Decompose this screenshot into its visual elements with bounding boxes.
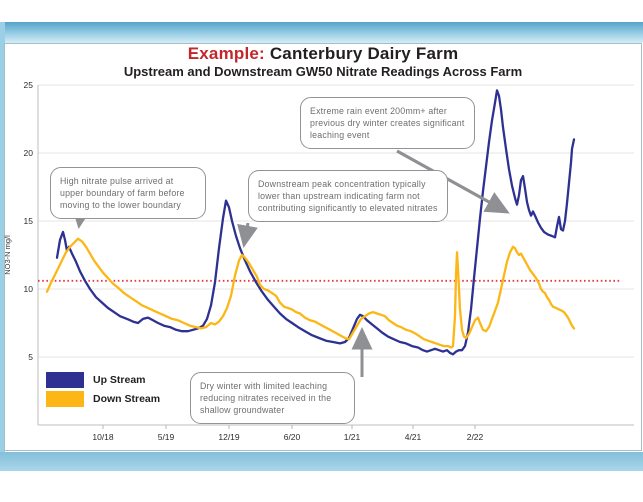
- annotation-box-downstream-peak: Downstream peak concentration typically …: [248, 170, 448, 223]
- x-tick-label-1/21: 1/21: [344, 432, 361, 442]
- chart-title: Example: Canterbury Dairy Farm: [4, 44, 642, 64]
- x-tick-label-4/21: 4/21: [405, 432, 422, 442]
- x-tick-label-6/20: 6/20: [284, 432, 301, 442]
- series-line-up-stream: [55, 89, 576, 356]
- legend-item-upstream: Up Stream: [46, 372, 160, 388]
- annotation-box-high-nitrate: High nitrate pulse arrived at upper boun…: [50, 167, 206, 220]
- y-axis-title: NO3-N mg/l: [3, 235, 12, 275]
- legend-swatch-downstream: [46, 391, 84, 407]
- y-tick-label-25: 25: [24, 80, 34, 90]
- legend-swatch-upstream: [46, 372, 84, 388]
- legend-label-upstream: Up Stream: [93, 374, 146, 386]
- annotation-arrows: [71, 149, 510, 377]
- chart-title-main: Canterbury Dairy Farm: [264, 44, 459, 63]
- annotation-arrow-downstream-peak: [237, 222, 258, 248]
- left-band: [0, 22, 5, 471]
- top-band: [0, 22, 643, 43]
- chart-layer: 5 10 15 20 25 10/18 5/19 12/19 6/20 1/21 4/21 2/22 N…: [3, 80, 634, 442]
- y-tick-label-5: 5: [28, 352, 33, 362]
- legend: Up Stream Down Stream: [46, 372, 160, 410]
- annotation-text-high-nitrate: High nitrate pulse arrived at upper boun…: [60, 176, 185, 211]
- annotation-text-dry-winter: Dry winter with limited leaching reducin…: [200, 381, 332, 416]
- legend-item-downstream: Down Stream: [46, 391, 160, 407]
- annotation-text-downstream-peak: Downstream peak concentration typically …: [258, 179, 438, 214]
- annotation-box-extreme-rain: Extreme rain event 200mm+ after previous…: [300, 97, 475, 150]
- annotation-arrow-extreme-rain: [396, 149, 510, 214]
- x-tick-label-10/18: 10/18: [92, 432, 114, 442]
- series-line-down-stream: [45, 237, 576, 349]
- x-tick-label-2/22: 2/22: [467, 432, 484, 442]
- chart-title-prefix: Example:: [187, 44, 265, 63]
- y-tick-label-20: 20: [24, 148, 34, 158]
- x-tick-label-5/19: 5/19: [158, 432, 175, 442]
- x-tick-label-12/19: 12/19: [218, 432, 240, 442]
- bottom-band: [0, 452, 643, 471]
- y-tick-label-15: 15: [24, 216, 34, 226]
- annotation-box-dry-winter: Dry winter with limited leaching reducin…: [190, 372, 355, 425]
- y-tick-label-10: 10: [24, 284, 34, 294]
- chart-subtitle: Upstream and Downstream GW50 Nitrate Rea…: [123, 64, 523, 79]
- legend-label-downstream: Down Stream: [93, 393, 161, 405]
- annotation-text-extreme-rain: Extreme rain event 200mm+ after previous…: [310, 106, 465, 141]
